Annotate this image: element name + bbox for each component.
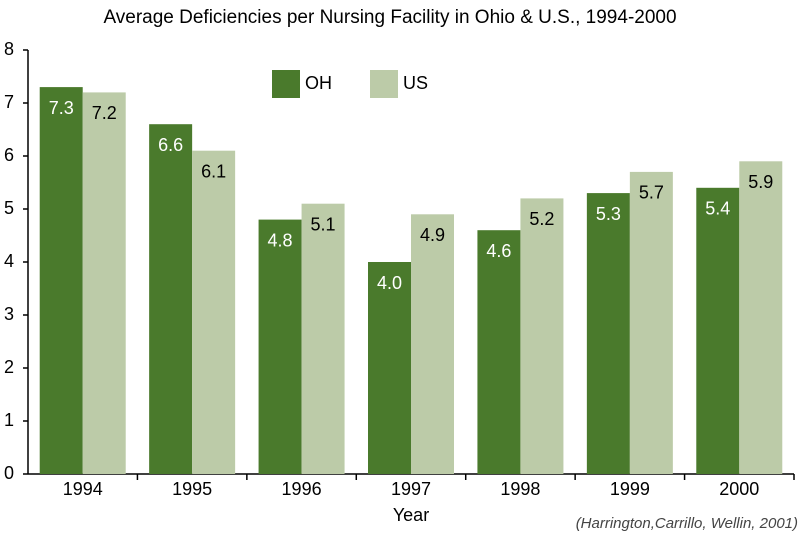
x-tick-label: 2000: [719, 479, 759, 499]
bar: [368, 262, 411, 474]
bar: [192, 150, 236, 474]
value-label: 6.1: [201, 161, 226, 181]
value-label: 4.0: [377, 273, 402, 293]
bar: [258, 219, 302, 474]
bar: [739, 161, 783, 475]
bar: [629, 171, 673, 474]
y-tick-label: 6: [4, 145, 14, 165]
chart-title: Average Deficiencies per Nursing Facilit…: [103, 7, 676, 28]
y-tick-label: 3: [4, 304, 14, 324]
y-tick-label: 1: [4, 410, 14, 430]
legend-swatch: [370, 70, 398, 98]
bar: [477, 230, 521, 474]
x-tick-label: 1998: [500, 479, 540, 499]
y-tick-label: 8: [4, 39, 14, 59]
bar: [149, 124, 193, 474]
value-label: 4.8: [268, 230, 293, 250]
x-tick-label: 1996: [282, 479, 322, 499]
value-label: 4.6: [486, 241, 511, 261]
source-note: (Harrington,Carrillo, Wellin, 2001): [576, 515, 798, 532]
y-tick-label: 2: [4, 357, 14, 377]
x-tick-label: 1997: [391, 479, 431, 499]
value-label: 6.6: [158, 135, 183, 155]
y-tick-label: 7: [4, 92, 14, 112]
bar: [696, 187, 740, 475]
bar: [411, 214, 454, 475]
value-label: 7.3: [49, 98, 74, 118]
x-tick-label: 1994: [63, 479, 103, 499]
value-label: 5.7: [639, 183, 664, 203]
x-axis-label: Year: [393, 505, 429, 525]
bar: [586, 193, 630, 474]
y-tick-label: 4: [4, 251, 14, 271]
bar: [301, 203, 345, 474]
value-label: 5.4: [705, 199, 730, 219]
value-label: 4.9: [420, 225, 445, 245]
legend-label: OH: [305, 73, 332, 93]
y-tick-label: 0: [4, 463, 14, 483]
legend-label: US: [403, 73, 428, 93]
y-tick-label: 5: [4, 198, 14, 218]
value-label: 7.2: [92, 103, 117, 123]
value-label: 5.9: [748, 172, 773, 192]
bar: [39, 87, 83, 474]
value-label: 5.3: [596, 204, 621, 224]
value-label: 5.1: [311, 214, 336, 234]
x-tick-label: 1995: [172, 479, 212, 499]
bar: [520, 198, 564, 474]
legend-swatch: [272, 70, 300, 98]
x-tick-label: 1999: [610, 479, 650, 499]
value-label: 5.2: [529, 209, 554, 229]
bar: [82, 92, 126, 475]
